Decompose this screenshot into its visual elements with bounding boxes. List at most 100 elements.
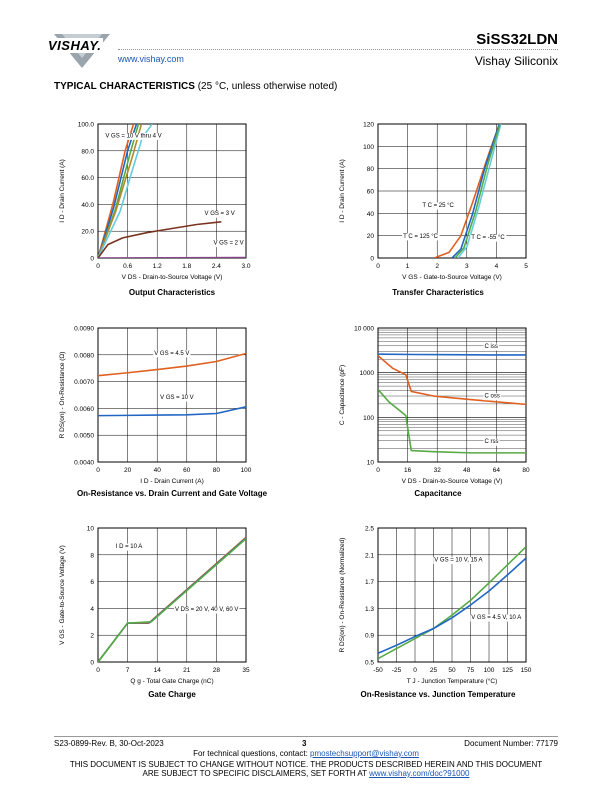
company-name: Vishay Siliconix bbox=[474, 54, 558, 68]
annotation-bg bbox=[470, 614, 523, 622]
x-axis-label: I D - Drain Current (A) bbox=[140, 478, 204, 485]
capacitance-caption: Capacitance bbox=[414, 489, 462, 498]
x-tick-label: 0 bbox=[96, 263, 100, 270]
section-note: (25 °C, unless otherwise noted) bbox=[197, 81, 338, 92]
disclaimer-link[interactable]: www.vishay.com/doc?91000 bbox=[369, 769, 470, 778]
y-tick-label: 40 bbox=[367, 211, 375, 218]
rdson-id-caption: On-Resistance vs. Drain Current and Gate… bbox=[76, 489, 268, 498]
y-tick-label: 0.0080 bbox=[74, 352, 94, 359]
annotation-bg bbox=[433, 557, 484, 564]
gate-charge-caption: Gate Charge bbox=[148, 690, 196, 699]
gate-charge-chart: 0 7 14 21 28 35 0 2 4 6 8 10 Q g - Total Gate Charge… bbox=[59, 526, 250, 686]
y-tick-label: 0.0090 bbox=[74, 326, 94, 333]
annotation-label: C iss bbox=[485, 344, 498, 350]
annotation-bg bbox=[203, 210, 236, 218]
contact-email-link[interactable]: pmostechsupport@vishay.com bbox=[310, 749, 419, 758]
x-tick-label: 14 bbox=[154, 667, 162, 674]
y-tick-label: 60.0 bbox=[81, 175, 94, 182]
x-tick-label: 20 bbox=[124, 467, 132, 474]
footer-divider bbox=[54, 736, 558, 737]
x-tick-label: -50 bbox=[373, 667, 383, 674]
x-tick-label: 7 bbox=[126, 667, 130, 674]
series-line bbox=[457, 124, 502, 258]
series-line bbox=[378, 557, 526, 655]
x-tick-label: 5 bbox=[524, 263, 528, 270]
page-number: 3 bbox=[302, 739, 307, 748]
doc-revision: S23-0899-Rev. B, 30-Oct-2023 bbox=[54, 739, 164, 748]
x-tick-label: 0 bbox=[376, 467, 380, 474]
x-tick-label: 125 bbox=[502, 667, 513, 674]
annotation-label: V GS = 4.5 V, 10 A bbox=[471, 615, 521, 621]
series-line bbox=[98, 406, 246, 417]
rdson-tj-caption: On-Resistance vs. Junction Temperature bbox=[360, 690, 516, 699]
x-tick-label: 1.2 bbox=[153, 263, 162, 270]
output-caption: Output Characteristics bbox=[128, 288, 216, 297]
annotation-label: T C = 25 °C bbox=[422, 203, 454, 209]
x-axis-label: V GS - Gate-to-Source Voltage (V) bbox=[402, 274, 502, 281]
x-tick-label: 150 bbox=[521, 667, 532, 674]
x-tick-label: 35 bbox=[242, 667, 250, 674]
x-tick-label: 16 bbox=[404, 467, 412, 474]
x-tick-label: 3.0 bbox=[241, 263, 250, 270]
y-axis-label: R DS(on) - On-Resistance (Ω) bbox=[59, 352, 66, 439]
x-tick-label: 32 bbox=[434, 467, 442, 474]
annotation-bg bbox=[421, 202, 456, 210]
annotation-label: V GS = 10 V, 15 A bbox=[434, 558, 482, 564]
on-resistance-vs-temperature-chart: -50 -25 0 25 50 75 100 125 150 0.5 0.9 1.3 1.7 2.1 2.5… bbox=[339, 526, 532, 686]
annotation-bg bbox=[153, 350, 191, 358]
x-axis-label: V DS - Drain-to-Source Voltage (V) bbox=[122, 274, 223, 281]
annotation-label: C oss bbox=[485, 394, 500, 400]
series-line bbox=[378, 353, 526, 356]
y-tick-label: 60 bbox=[367, 189, 375, 196]
x-tick-label: 80 bbox=[213, 467, 221, 474]
series-line bbox=[454, 124, 501, 258]
annotation-label: I D = 10 A bbox=[116, 544, 143, 550]
plot-frame bbox=[377, 327, 527, 463]
series-line bbox=[451, 124, 501, 258]
annotation-bg bbox=[402, 233, 440, 241]
x-tick-label: 0 bbox=[96, 667, 100, 674]
x-axis-label: V DS - Drain-to-Source Voltage (V) bbox=[402, 478, 503, 485]
y-axis-label: V GS - Gate-to-Source Voltage (V) bbox=[59, 545, 66, 645]
x-tick-label: 0 bbox=[413, 667, 417, 674]
website-link[interactable]: www.vishay.com bbox=[118, 54, 184, 64]
y-axis-label: I D - Drain Current (A) bbox=[339, 159, 346, 223]
annotation-bg bbox=[483, 343, 499, 351]
y-tick-label: 4 bbox=[90, 606, 94, 613]
y-tick-label: 80.0 bbox=[81, 148, 94, 155]
x-tick-label: 25 bbox=[430, 667, 438, 674]
y-tick-label: 0 bbox=[90, 660, 94, 667]
y-axis-label: I D - Drain Current (A) bbox=[59, 159, 66, 223]
y-tick-label: 6 bbox=[90, 579, 94, 586]
y-tick-label: 100.0 bbox=[78, 122, 95, 129]
series-line bbox=[98, 538, 246, 662]
annotation-bg bbox=[483, 393, 501, 401]
y-tick-label: 0.0040 bbox=[74, 460, 94, 467]
y-tick-label: 1.3 bbox=[365, 606, 374, 613]
y-tick-label: 80 bbox=[367, 166, 375, 173]
x-tick-label: 1.8 bbox=[182, 263, 191, 270]
annotation-label: T C = 125 °C bbox=[403, 234, 438, 240]
output-characteristics-chart: 0 0.6 1.2 1.8 2.4 3.0 0 20.0 40.0 60.0 80.0 100.0 V … bbox=[59, 122, 251, 282]
y-axis-label: C - Capacitance (pF) bbox=[339, 365, 346, 425]
x-tick-label: 3 bbox=[465, 263, 469, 270]
vishay-logo: VISHAY. bbox=[46, 34, 112, 75]
annotation-label: V GS = 10 V thru 4 V bbox=[105, 133, 161, 139]
annotation-label: V DS = 20 V, 40 V, 60 V bbox=[175, 607, 238, 613]
contact-prefix: For technical questions, contact: bbox=[193, 749, 311, 758]
y-axis-label: R DS(on) - On-Resistance (Normalized) bbox=[339, 538, 346, 653]
annotation-label: V GS = 4.5 V bbox=[154, 351, 189, 357]
x-tick-label: 4 bbox=[495, 263, 499, 270]
y-tick-label: 100 bbox=[363, 144, 374, 151]
annotation-label: V GS = 10 V bbox=[160, 395, 194, 401]
on-resistance-vs-current-chart: 0 20 40 60 80 100 0.0040 0.0050 0.0060 0.0070 0.00… bbox=[59, 326, 252, 486]
annotation-bg bbox=[483, 438, 500, 446]
y-tick-label: 0.5 bbox=[365, 660, 374, 667]
y-tick-label: 1000 bbox=[360, 370, 375, 377]
x-tick-label: 75 bbox=[467, 667, 475, 674]
annotation-label: V GS = 3 V bbox=[205, 211, 235, 217]
series-line bbox=[98, 352, 246, 377]
annotation-bg bbox=[114, 543, 144, 551]
x-tick-label: 80 bbox=[522, 467, 530, 474]
y-tick-label: 2.5 bbox=[365, 526, 374, 533]
